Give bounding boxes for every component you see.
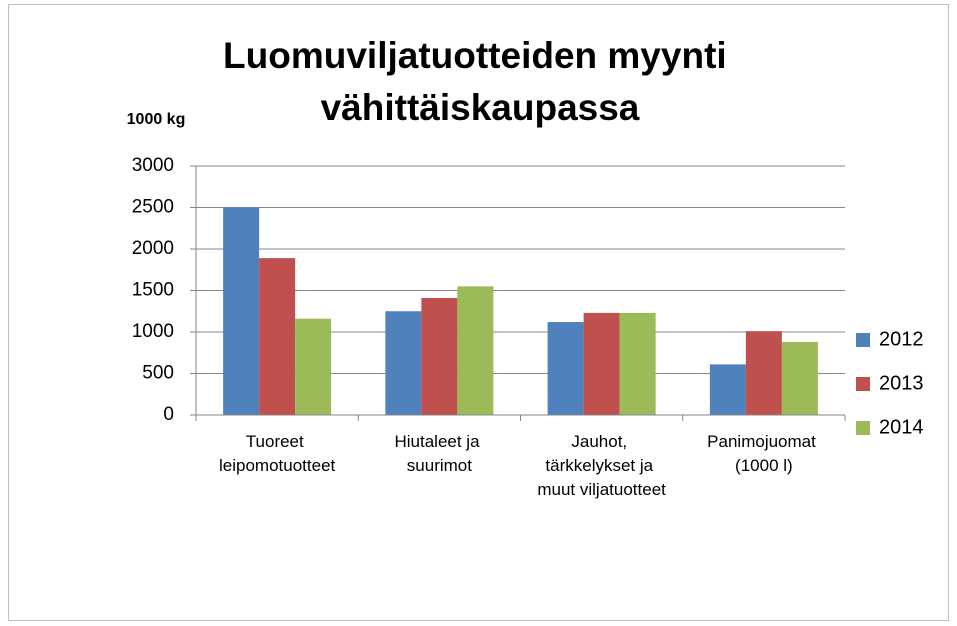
bar [547,322,584,415]
y-tick-label: 500 [142,363,174,384]
bar [295,318,332,415]
bar [385,311,422,415]
bar [709,364,746,415]
legend-label: 2014 [879,416,924,438]
legend-label: 2013 [879,372,924,394]
y-tick-label: 3000 [132,155,174,176]
bar [619,312,656,415]
legend-swatch [856,333,870,347]
bar [781,341,818,415]
bar [421,297,458,415]
y-tick-label: 1500 [132,280,174,301]
y-tick-label: 2500 [132,197,174,218]
chart-title: Luomuviljatuotteiden myynti vähittäiskau… [223,35,737,128]
y-axis-label: 1000 kg [127,111,186,128]
x-tick-label: Panimojuomat (1000 l) [707,432,820,475]
y-tick-label: 1000 [132,321,174,342]
legend-swatch [856,377,870,391]
bar [583,312,620,415]
y-tick-label: 2000 [132,238,174,259]
legend-swatch [856,421,870,435]
x-tick-label: Jauhot, tärkkelykset ja muut viljatuotte… [537,432,666,499]
bar [259,258,296,415]
bar [223,207,260,415]
y-tick-label: 0 [163,404,174,425]
bar [745,331,782,415]
x-tick-label: Hiutaleet ja suurimot [394,432,484,475]
legend-label: 2012 [879,328,924,350]
x-tick-label: Tuoreet leipomotuotteet [219,432,336,475]
bar [457,286,494,415]
